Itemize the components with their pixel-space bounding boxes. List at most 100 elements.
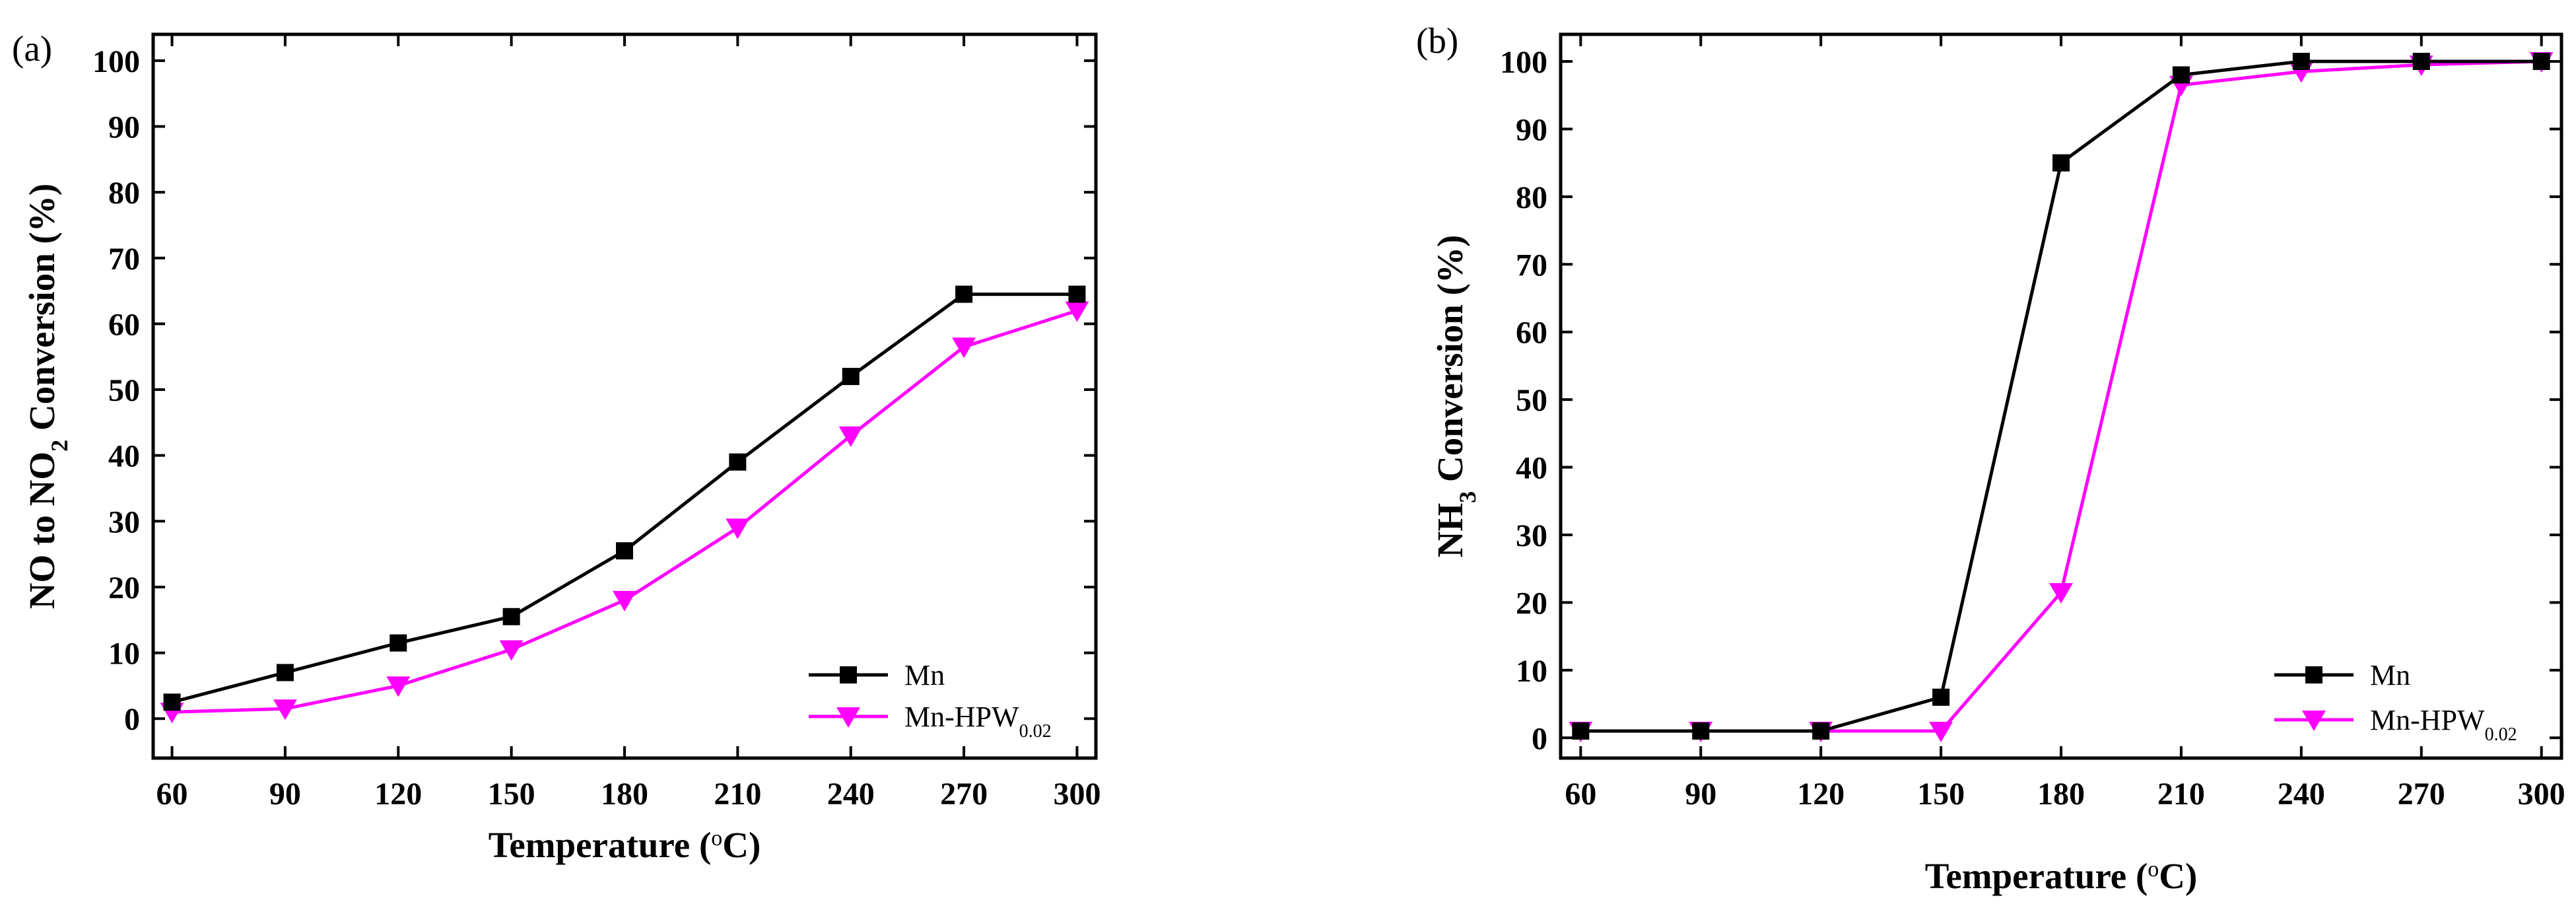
data-point <box>729 453 747 471</box>
y-tick-label: 0 <box>124 702 140 737</box>
x-tick-label: 120 <box>374 777 422 812</box>
legend-item: Mn-HPW0.02 <box>809 701 1052 742</box>
y-tick-label: 40 <box>108 439 140 474</box>
y-tick-label: 60 <box>108 307 140 342</box>
legend-marker <box>840 666 857 683</box>
series-1 <box>160 301 1089 724</box>
plot-frame <box>151 32 1098 760</box>
data-point <box>955 285 973 303</box>
y-axis-title-main: NH <box>1430 503 1470 558</box>
y-tick-label: 30 <box>108 505 140 540</box>
plot-frame <box>1559 32 2563 760</box>
legend: Mn Mn-HPW0.02 <box>809 659 1052 742</box>
x-tick-label: 300 <box>2518 777 2565 812</box>
data-point <box>1068 285 1086 303</box>
data-point <box>1929 722 1953 743</box>
y-tick-label: 60 <box>1516 316 1547 351</box>
y-tick-label: 50 <box>1516 383 1547 418</box>
y-tick-label: 40 <box>1516 451 1547 486</box>
y-tick-label: 100 <box>1500 45 1547 80</box>
data-point <box>386 676 411 697</box>
legend-label-main: Mn-HPW <box>2370 704 2485 736</box>
data-point <box>1812 722 1830 740</box>
x-axis-title: Temperature (oC) <box>1925 856 2198 896</box>
legend: Mn Mn-HPW0.02 <box>2274 659 2517 745</box>
y-axis-title-subscript: 3 <box>1454 491 1481 503</box>
x-tick-label: 60 <box>1565 777 1596 812</box>
legend-label-main: Mn <box>2370 659 2410 691</box>
series-0 <box>1572 52 2550 740</box>
y-axis-title-rest: Conversion (%) <box>22 184 62 440</box>
x-tick-label: 90 <box>269 777 301 812</box>
x-axis-title-unit: C) <box>722 825 761 865</box>
data-point <box>952 337 976 359</box>
x-tick-label: 90 <box>1685 777 1716 812</box>
data-point <box>726 518 750 540</box>
x-tick-label: 180 <box>601 777 648 812</box>
x-tick-label: 180 <box>2037 777 2085 812</box>
legend-label: Mn <box>904 659 945 691</box>
data-point <box>842 368 860 386</box>
y-tick-label: 90 <box>1516 112 1547 147</box>
legend-label-subscript: 0.02 <box>1019 721 1052 742</box>
y-tick-label: 80 <box>108 176 140 211</box>
data-point <box>1572 722 1590 740</box>
x-tick-label: 210 <box>714 777 761 812</box>
x-axis-title: Temperature (oC) <box>489 825 761 865</box>
x-axis-title-main: Temperature ( <box>489 825 712 865</box>
data-point <box>502 608 520 625</box>
x-tick-label: 270 <box>2398 777 2445 812</box>
x-tick-label: 120 <box>1797 777 1845 812</box>
legend-marker <box>2305 666 2322 683</box>
y-tick-label: 70 <box>1516 248 1547 283</box>
data-point <box>1692 722 1710 740</box>
y-tick-label: 90 <box>108 110 140 145</box>
x-tick-label: 270 <box>940 777 988 812</box>
data-point <box>2049 583 2073 604</box>
legend-item: Mn <box>809 659 945 691</box>
data-point <box>2412 52 2430 70</box>
data-point <box>2292 52 2310 70</box>
x-axis-title-degree: o <box>711 826 722 851</box>
panel-label: (b) <box>1416 20 1458 61</box>
y-tick-label: 80 <box>1516 180 1547 215</box>
legend-marker <box>836 707 860 728</box>
y-tick-label: 70 <box>108 242 140 277</box>
x-tick-label: 150 <box>488 777 535 812</box>
legend-label: Mn <box>2370 659 2410 691</box>
chart-panel-b: 0 10 20 30 40 50 60 70 80 90 100 60 90 120 150 180 210 24… <box>1416 20 2565 896</box>
legend-item: Mn-HPW0.02 <box>2274 704 2517 745</box>
data-point <box>838 426 863 447</box>
x-tick-label: 210 <box>2157 777 2205 812</box>
legend-label-main: Mn <box>904 659 945 691</box>
y-axis-title-rest: Conversion (%) <box>1430 235 1470 491</box>
y-tick-label: 20 <box>1516 586 1547 621</box>
legend-label: Mn-HPW0.02 <box>2370 704 2517 745</box>
x-axis-title-unit: C) <box>2159 856 2197 896</box>
x-tick-label: 150 <box>1917 777 1965 812</box>
y-axis-title: NO to NO2 Conversion (%) <box>22 184 73 609</box>
y-axis-title: NH3 Conversion (%) <box>1430 235 1481 558</box>
series-0 <box>163 285 1086 711</box>
y-tick-label: 20 <box>108 571 140 606</box>
data-point <box>276 664 294 681</box>
y-tick-label: 30 <box>1516 518 1547 553</box>
data-point <box>390 634 407 652</box>
data-point <box>1065 301 1089 322</box>
data-point <box>613 590 636 611</box>
data-point <box>273 699 297 720</box>
y-axis-title-main: NO to NO <box>22 452 62 609</box>
data-point <box>1932 688 1950 706</box>
y-tick-label: 100 <box>92 44 140 79</box>
data-point <box>499 640 524 661</box>
x-axis-title-degree: o <box>2148 857 2159 882</box>
x-axis-title-main: Temperature ( <box>1925 856 2148 896</box>
x-tick-label: 60 <box>156 777 188 812</box>
legend-marker <box>2302 711 2326 731</box>
data-point <box>2052 154 2070 172</box>
series-line <box>172 309 1078 714</box>
y-axis-title-subscript: 2 <box>46 440 73 452</box>
x-tick-label: 240 <box>827 777 875 812</box>
series-line <box>171 293 1077 704</box>
